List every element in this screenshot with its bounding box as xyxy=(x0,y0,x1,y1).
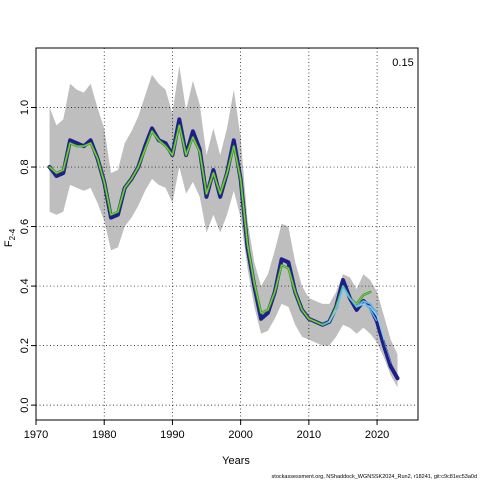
y-axis: 0.0 0.2 0.4 0.6 0.8 1.0 xyxy=(19,100,36,413)
x-axis-title: Years xyxy=(222,455,250,467)
x-tick-label: 2010 xyxy=(297,429,321,441)
x-tick-label: 1990 xyxy=(160,429,184,441)
series-main-line-tail xyxy=(376,320,399,380)
y-axis-title: F2-4 xyxy=(3,228,17,247)
x-axis: 1970 1980 1990 2000 2010 2020 xyxy=(24,420,389,441)
y-tick-label: 0.4 xyxy=(19,278,31,293)
x-tick-label: 1970 xyxy=(24,429,48,441)
x-tick-label: 2020 xyxy=(365,429,389,441)
plot-frame xyxy=(35,47,419,421)
footer-note: stockassessment.org, NShaddock_WGNSSK202… xyxy=(272,474,477,480)
y-axis-title-main: F xyxy=(3,240,15,247)
y-tick-label: 0.6 xyxy=(19,219,31,234)
series-retro-line-1-highlight xyxy=(49,124,371,326)
confidence-band-layer xyxy=(49,65,398,388)
corner-annotation: 0.15 xyxy=(392,57,413,69)
series-layer xyxy=(47,117,400,381)
x-tick-label: 1980 xyxy=(92,429,116,441)
y-tick-label: 0.2 xyxy=(19,338,31,353)
confidence-band xyxy=(49,65,398,388)
y-tick-label: 0.0 xyxy=(19,397,31,412)
y-tick-label: 0.8 xyxy=(19,159,31,174)
y-axis-title-sub: 2-4 xyxy=(8,228,17,240)
y-tick-label: 1.0 xyxy=(19,100,31,115)
x-tick-label: 2000 xyxy=(228,429,252,441)
